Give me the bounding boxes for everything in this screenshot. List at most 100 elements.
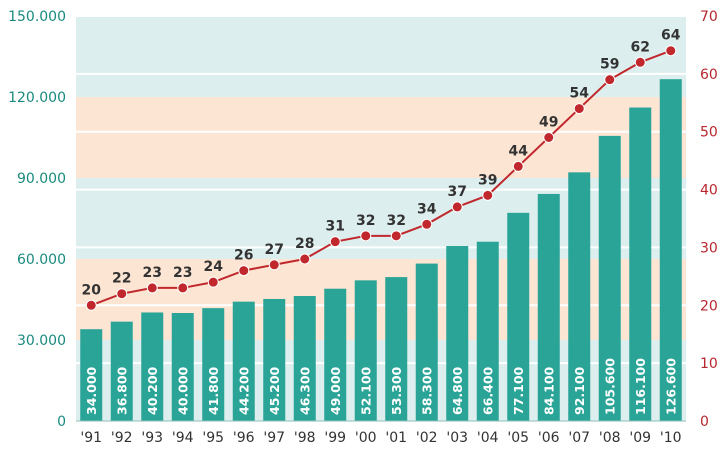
bar-value-label: 105.600 bbox=[602, 358, 617, 415]
x-tick-label: '04 bbox=[477, 430, 499, 446]
right-tick-label: 70 bbox=[700, 9, 718, 25]
bar bbox=[507, 212, 530, 421]
band-3 bbox=[76, 97, 686, 178]
line-point bbox=[451, 201, 463, 213]
bar bbox=[354, 280, 377, 421]
x-tick-label: '99 bbox=[324, 430, 346, 446]
line-point bbox=[634, 56, 646, 68]
bar-value-label: 40.200 bbox=[145, 366, 160, 415]
band-1 bbox=[76, 259, 686, 340]
bar bbox=[446, 246, 469, 421]
x-tick-label: '92 bbox=[111, 430, 133, 446]
background-bands bbox=[76, 16, 686, 421]
line-points: 20 22 23 23 24 26 27 28 31 32 32 34 37 39 44 49 54 59 62 64 bbox=[82, 28, 681, 311]
bar bbox=[537, 193, 560, 421]
bar-value-label: 34.000 bbox=[84, 366, 99, 415]
line-point bbox=[512, 160, 524, 172]
bar bbox=[263, 298, 286, 421]
bar-value-label: 40.000 bbox=[175, 366, 190, 415]
bar bbox=[171, 313, 194, 421]
line-point bbox=[268, 259, 280, 271]
line-point bbox=[390, 230, 402, 242]
point-value-label: 26 bbox=[234, 248, 253, 264]
point-value-label: 31 bbox=[326, 219, 345, 235]
point-value-label: 24 bbox=[204, 259, 224, 275]
left-tick-label: 150.000 bbox=[8, 9, 66, 25]
x-tick-label: '09 bbox=[629, 430, 651, 446]
bar-value-label: 126.600 bbox=[663, 358, 678, 415]
bar-value-label: 46.300 bbox=[297, 366, 312, 415]
left-y-axis: 0 30.000 60.000 90.000 120.000 150.000 bbox=[8, 9, 66, 430]
line-point bbox=[116, 288, 128, 300]
x-tick-label: '93 bbox=[141, 430, 163, 446]
right-tick-label: 40 bbox=[700, 183, 718, 199]
line-point bbox=[665, 45, 677, 57]
point-value-label: 62 bbox=[631, 39, 650, 55]
point-value-label: 34 bbox=[417, 201, 437, 217]
x-tick-label: '95 bbox=[202, 430, 224, 446]
x-tick-label: '10 bbox=[660, 430, 682, 446]
left-tick-label: 90.000 bbox=[17, 171, 66, 187]
x-tick-label: '05 bbox=[507, 430, 529, 446]
point-value-label: 27 bbox=[265, 242, 284, 258]
bar bbox=[293, 295, 316, 421]
point-value-label: 32 bbox=[356, 213, 375, 229]
bar bbox=[202, 308, 225, 421]
bar-value-label: 66.400 bbox=[480, 366, 495, 415]
bar-series: 34.000 36.800 40.200 40.000 41.800 44.200 45.2… bbox=[80, 79, 682, 422]
left-tick-label: 120.000 bbox=[8, 90, 66, 106]
x-tick-label: '01 bbox=[385, 430, 407, 446]
point-value-label: 20 bbox=[82, 282, 102, 298]
bar bbox=[141, 312, 164, 421]
bar-value-label: 53.300 bbox=[389, 366, 404, 415]
bar bbox=[629, 107, 652, 421]
point-value-label: 49 bbox=[539, 115, 558, 131]
bar bbox=[415, 263, 438, 421]
bar-value-label: 64.800 bbox=[450, 366, 465, 415]
line-point bbox=[299, 253, 311, 265]
line-point bbox=[85, 299, 97, 311]
bar bbox=[385, 277, 408, 421]
x-tick-label: '94 bbox=[172, 430, 194, 446]
point-value-label: 54 bbox=[570, 86, 590, 102]
point-value-label: 37 bbox=[448, 184, 467, 200]
bar-value-label: 36.800 bbox=[114, 366, 129, 415]
line-point bbox=[207, 276, 219, 288]
band-4 bbox=[76, 16, 686, 97]
bar-value-label: 116.100 bbox=[633, 358, 648, 415]
left-tick-label: 60.000 bbox=[17, 252, 66, 268]
point-value-label: 39 bbox=[478, 172, 497, 188]
left-tick-label: 30.000 bbox=[17, 333, 66, 349]
x-tick-label: '00 bbox=[355, 430, 377, 446]
bar-value-label: 41.800 bbox=[206, 366, 221, 415]
bar-value-label: 77.100 bbox=[511, 366, 526, 415]
line-point bbox=[146, 282, 158, 294]
line-point bbox=[482, 189, 494, 201]
line-point bbox=[543, 132, 555, 143]
bar-value-label: 58.300 bbox=[419, 366, 434, 415]
right-tick-label: 60 bbox=[700, 67, 718, 83]
bar bbox=[598, 135, 621, 421]
bar-value-label: 45.200 bbox=[267, 366, 282, 415]
bar bbox=[110, 321, 133, 421]
bar bbox=[232, 301, 255, 421]
x-tick-label: '96 bbox=[233, 430, 255, 446]
bar-value-label: 52.100 bbox=[358, 366, 373, 415]
point-value-label: 23 bbox=[143, 265, 162, 281]
line-point bbox=[421, 218, 433, 230]
point-value-label: 64 bbox=[661, 28, 681, 44]
bar bbox=[568, 172, 591, 421]
point-value-label: 23 bbox=[173, 265, 192, 281]
x-axis: '91 '92 '93 '94 '95 '96 '97 '98 '99 '00 '01 '02 '03 '… bbox=[80, 430, 681, 446]
line-point bbox=[604, 74, 616, 86]
line-point bbox=[177, 282, 189, 294]
x-tick-label: '97 bbox=[263, 430, 285, 446]
point-value-label: 44 bbox=[509, 143, 529, 159]
x-tick-label: '06 bbox=[538, 430, 560, 446]
bar bbox=[659, 79, 682, 422]
right-tick-label: 50 bbox=[700, 125, 718, 141]
x-tick-label: '07 bbox=[568, 430, 590, 446]
right-tick-label: 30 bbox=[700, 240, 718, 256]
point-value-label: 32 bbox=[387, 213, 406, 229]
